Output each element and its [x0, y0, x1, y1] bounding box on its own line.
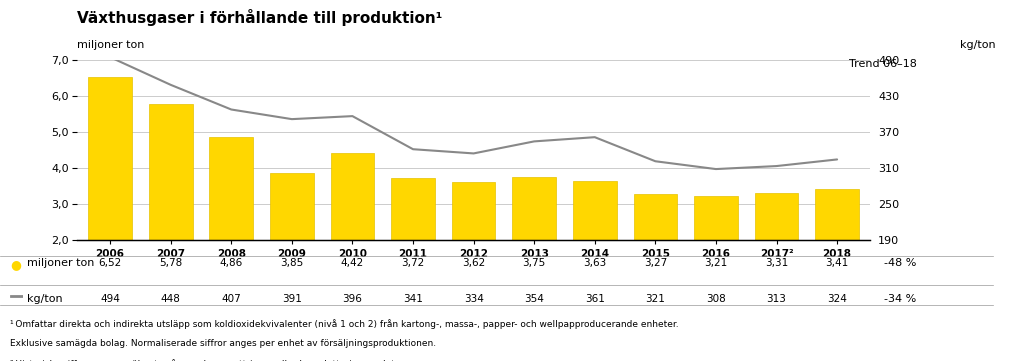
- Bar: [512, 177, 556, 312]
- Text: ¹ Omfattar direkta och indirekta utsläpp som koldioxidekvivalenter (nivå 1 och 2: ¹ Omfattar direkta och indirekta utsläpp…: [10, 319, 679, 329]
- Text: 3,72: 3,72: [401, 258, 425, 268]
- Text: Exklusive samägda bolag. Normaliserade siffror anges per enhet av försäljningspr: Exklusive samägda bolag. Normaliserade s…: [10, 339, 436, 348]
- Text: 3,75: 3,75: [522, 258, 546, 268]
- Text: 3,85: 3,85: [281, 258, 303, 268]
- Text: -34 %: -34 %: [885, 294, 916, 304]
- Text: kg/ton: kg/ton: [959, 40, 995, 50]
- Bar: [391, 178, 435, 312]
- Text: 334: 334: [464, 294, 483, 304]
- Bar: [148, 104, 193, 312]
- Text: 341: 341: [403, 294, 423, 304]
- Text: 448: 448: [161, 294, 180, 304]
- Bar: [210, 137, 253, 312]
- Text: 3,63: 3,63: [583, 258, 606, 268]
- Bar: [452, 182, 496, 312]
- Text: 6,52: 6,52: [98, 258, 122, 268]
- Text: 324: 324: [827, 294, 847, 304]
- Text: 4,42: 4,42: [341, 258, 365, 268]
- Bar: [694, 196, 737, 312]
- Bar: [270, 173, 313, 312]
- Text: Växthusgaser i förhållande till produktion¹: Växthusgaser i förhållande till produkti…: [77, 9, 442, 26]
- Text: 3,41: 3,41: [825, 258, 849, 268]
- Bar: [634, 194, 677, 312]
- Text: 361: 361: [585, 294, 605, 304]
- Text: 354: 354: [524, 294, 544, 304]
- Text: miljoner ton: miljoner ton: [77, 40, 144, 50]
- Text: ●: ●: [10, 258, 22, 271]
- Text: Trend 06–18: Trend 06–18: [849, 59, 916, 69]
- Text: 308: 308: [706, 294, 726, 304]
- Text: 3,21: 3,21: [705, 258, 727, 268]
- Text: 3,62: 3,62: [462, 258, 485, 268]
- Bar: [755, 193, 799, 312]
- Text: 321: 321: [645, 294, 666, 304]
- Bar: [88, 77, 132, 312]
- Text: 3,27: 3,27: [644, 258, 667, 268]
- Bar: [815, 189, 859, 312]
- Text: 313: 313: [767, 294, 786, 304]
- Text: 4,86: 4,86: [220, 258, 243, 268]
- Text: 391: 391: [282, 294, 302, 304]
- Bar: [331, 153, 374, 312]
- Text: 396: 396: [342, 294, 362, 304]
- Bar: [573, 181, 616, 312]
- Text: 494: 494: [100, 294, 120, 304]
- Text: ² Historiska siffror som omräknats på grund av avyttringar eller komplettering a: ² Historiska siffror som omräknats på gr…: [10, 359, 403, 361]
- Text: -48 %: -48 %: [884, 258, 916, 268]
- Text: 407: 407: [221, 294, 242, 304]
- Text: kg/ton: kg/ton: [27, 294, 62, 304]
- Text: miljoner ton: miljoner ton: [27, 258, 94, 268]
- Text: 5,78: 5,78: [159, 258, 182, 268]
- Text: 3,31: 3,31: [765, 258, 788, 268]
